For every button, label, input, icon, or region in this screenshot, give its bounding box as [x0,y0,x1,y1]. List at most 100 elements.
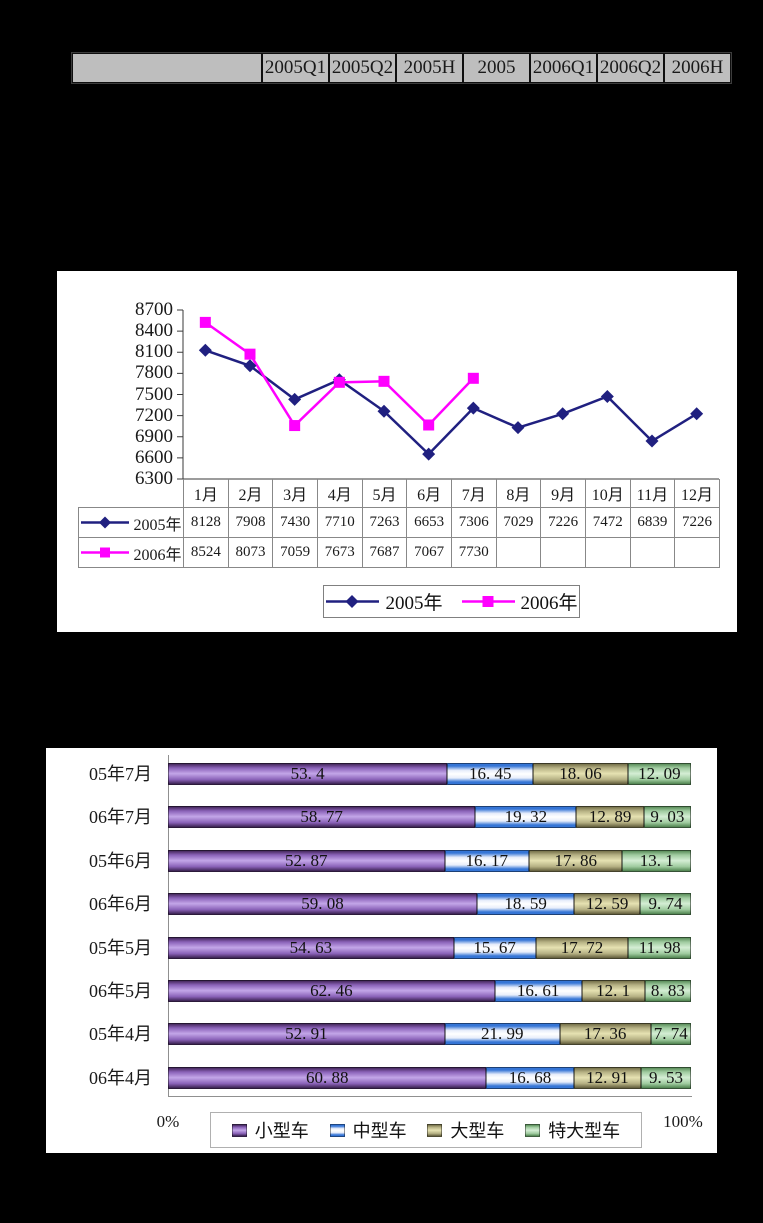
period-header-cell: 2006Q1 [530,53,597,83]
bar-segment-中型车: 16. 17 [444,849,530,872]
bar-segment-value: 16. 17 [465,850,509,870]
bar-row: 52. 91 21. 99 17. 36 7. 74 [168,1023,691,1046]
month-header-cell: 5月 [361,479,408,508]
bar-segment-value: 18. 06 [559,764,602,783]
category-label: 06年7月 [89,807,152,828]
legend-item-特大型车: 特大型车 [525,1117,620,1143]
value-cell: 7673 [316,537,363,568]
legend-label: 小型车 [254,1121,309,1141]
bar-segment-value: 12. 1 [596,981,631,1000]
series-key: 2005年 [80,511,183,535]
bar-row: 62. 46 16. 61 12. 1 8. 83 [168,980,691,1002]
bar-segment-value: 18. 59 [504,894,547,914]
bar-segment-中型车: 16. 61 [494,980,582,1002]
legend-swatch-icon [231,1123,247,1137]
month-header-cell: 4月 [316,479,363,508]
value-cell: 6839 [629,507,676,538]
bar-segment-小型车: 54. 63 [168,936,454,959]
category-label: 05年5月 [89,937,152,958]
bar-segment-小型车: 53. 4 [168,763,448,785]
bar-segment-value: 12. 59 [585,894,629,914]
bar-segment-大型车: 12. 89 [576,806,644,829]
bar-segment-特大型车: 13. 1 [622,849,691,872]
category-label: 05年6月 [89,850,152,871]
bar-segment-特大型车: 12. 09 [627,763,691,785]
bar-row: 59. 08 18. 59 12. 59 9. 74 [168,893,691,916]
month-header-cell: 8月 [495,479,542,508]
bar-segment-value: 9. 53 [649,1067,684,1087]
bar-segment-大型车: 18. 06 [533,763,628,785]
x-axis-label-100: 100% [663,1112,703,1131]
legend-item-小型车: 小型车 [231,1117,309,1143]
legend-item-中型车: 中型车 [329,1117,407,1143]
bar-segment-value: 53. 4 [290,764,325,783]
bar-row: 54. 63 15. 67 17. 72 11. 98 [168,936,691,959]
bar-segment-value: 16. 68 [508,1067,552,1087]
bar-segment-小型车: 58. 77 [168,806,476,829]
line-chart-legend: 2005年 2006年 [323,585,580,618]
bar-segment-小型车: 62. 46 [168,980,495,1002]
bar-segment-value: 17. 86 [554,850,598,870]
legend-label: 2006年 [520,593,578,614]
value-cell [674,537,720,568]
month-header-cell: 2月 [227,479,274,508]
period-header-corner-cell [72,53,262,83]
bar-segment-value: 17. 72 [560,937,604,957]
value-cell [540,537,586,568]
category-label: 06年4月 [89,1067,152,1088]
y-axis-label: 8700 [135,299,173,320]
value-cell: 7059 [272,537,318,568]
value-cell: 7226 [674,507,720,538]
legend-swatch-icon [427,1123,443,1137]
bar-segment-value: 19. 32 [504,807,548,827]
value-cell: 7306 [450,507,497,538]
bar-chart-legend: 小型车 中型车 大型车 特大型车 [210,1112,642,1148]
bar-row: 58. 77 19. 32 12. 89 9. 03 [168,806,691,829]
bar-segment-特大型车: 9. 03 [643,806,691,829]
bar-segment-特大型车: 9. 74 [640,893,691,916]
period-header-table: 2005Q1 2005Q2 2005H 2005 2006Q1 2006Q2 2006H [71,52,732,84]
bar-segment-小型车: 52. 91 [168,1023,445,1046]
value-cell: 8524 [183,537,229,568]
bar-segment-value: 52. 91 [285,1024,328,1044]
legend-item-2006年: 2006年 [461,588,578,615]
legend-swatch-icon [525,1123,541,1137]
category-label: 06年5月 [89,981,152,1001]
period-header-cell: 2005H [396,53,463,83]
bar-segment-value: 12. 09 [638,764,681,783]
value-cell: 7687 [361,537,408,568]
y-axis-label: 7500 [135,383,173,405]
chart-data-table: 1月 2月 3月 4月 5月 6月 7月 8月 9月 10月 11月 12月 2005年 8128 7908… [78,479,720,568]
bar-segment-value: 12. 91 [586,1067,629,1087]
bar-segment-特大型车: 11. 98 [628,936,691,959]
month-header-row: 1月 2月 3月 4月 5月 6月 7月 8月 9月 10月 11月 12月 [78,479,720,508]
bar-segment-value: 15. 67 [473,937,516,957]
bar-segment-特大型车: 9. 53 [641,1066,691,1089]
category-label: 06年6月 [89,894,152,915]
month-header-cell: 11月 [629,479,676,508]
value-cell: 7472 [584,507,631,538]
category-label: 05年4月 [89,1024,152,1045]
bar-segment-value: 16. 45 [469,764,512,783]
bar-segment-中型车: 19. 32 [475,806,577,829]
category-label: 05年7月 [89,764,152,784]
value-cell: 8073 [227,537,274,568]
value-cell: 7029 [495,507,542,538]
value-cell: 6653 [406,507,452,538]
series-key-cell: 2005年 [78,507,184,538]
value-cell: 7710 [316,507,363,538]
month-header-cell: 3月 [272,479,318,508]
bar-segment-value: 52. 87 [285,850,328,870]
y-axis-label: 6900 [135,425,173,447]
y-axis-label: 6600 [135,446,173,468]
square-line-key-icon [81,547,130,558]
monthly-trend-line-chart: 8700 8400 8100 7800 7500 7200 6900 6600 6300 1月 2月… [57,271,737,632]
value-cell: 7067 [406,537,452,568]
value-cell [495,537,542,568]
series-key-cell: 2006年 [78,537,184,568]
diamond-line-key-icon [81,516,130,529]
value-cell [584,537,631,568]
line-plot [177,309,719,480]
period-header-cell: 2005 [463,53,530,83]
